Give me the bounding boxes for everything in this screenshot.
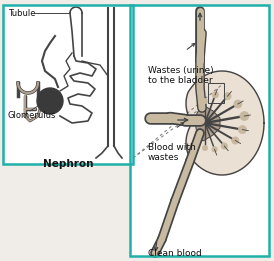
Text: Wastes (urine)
to the bladder: Wastes (urine) to the bladder — [148, 66, 214, 85]
Text: Clean blood: Clean blood — [148, 249, 202, 258]
Text: Blood with
wastes: Blood with wastes — [148, 143, 196, 162]
Circle shape — [232, 137, 239, 144]
Bar — [130, 5, 269, 256]
Text: Glomerulus: Glomerulus — [8, 111, 56, 121]
Circle shape — [37, 88, 63, 114]
Bar — [130, 5, 269, 256]
Circle shape — [212, 92, 218, 98]
Polygon shape — [195, 105, 220, 141]
Bar — [3, 5, 133, 164]
Circle shape — [224, 93, 231, 100]
Circle shape — [202, 98, 208, 104]
Circle shape — [240, 111, 249, 121]
Bar — [3, 5, 133, 164]
Bar — [208, 83, 224, 103]
Circle shape — [202, 145, 208, 151]
Text: Nephron: Nephron — [43, 159, 93, 169]
Text: Tubule: Tubule — [8, 9, 36, 17]
Circle shape — [212, 147, 217, 152]
Circle shape — [238, 126, 247, 134]
Circle shape — [234, 100, 242, 108]
Circle shape — [221, 143, 227, 149]
Polygon shape — [186, 71, 264, 175]
